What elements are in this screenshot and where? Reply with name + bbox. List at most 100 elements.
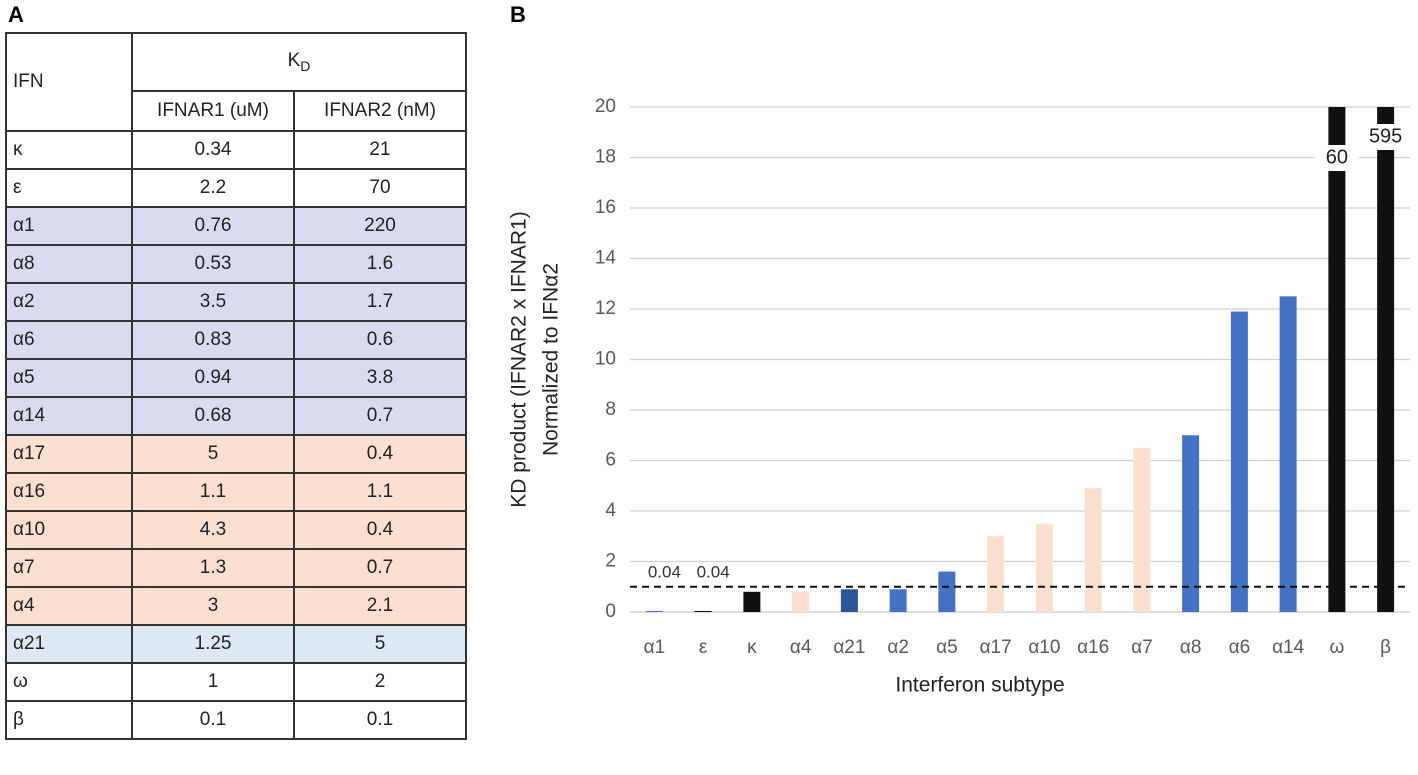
table-cell: 3 [131,586,295,626]
y-tick-label: 4 [605,500,616,521]
table-row: α6 0.83 0.6 [5,320,467,360]
table-row: α2 3.5 1.7 [5,282,467,322]
table-cell: 21 [293,130,467,170]
table-cell: 1.1 [293,472,467,512]
table-cell: 5 [293,624,467,664]
table-cell: β [5,700,133,740]
y-tick-label: 10 [595,349,616,370]
table-cell: 0.53 [131,244,295,284]
x-tick-label: α1 [644,637,666,658]
bar [1182,435,1200,612]
y-tick-label: 6 [605,450,616,471]
panel-label: A [8,2,24,27]
header-cell: KD [131,31,467,93]
bar-break [1363,124,1408,150]
x-axis-label: Interferon subtype [895,674,1064,697]
y-tick-label: 0 [605,601,616,622]
x-tick-label: α5 [936,637,958,658]
table-row: α5 0.94 3.8 [5,358,467,398]
bar [1133,447,1151,612]
y-axis-label: KD product (IFNAR2 x IFNAR1) [508,211,531,507]
table-cell: α6 [5,320,133,360]
table-cell: α8 [5,244,133,284]
x-tick-label: α7 [1131,637,1153,658]
bar [1328,107,1346,612]
y-tick-label: 12 [595,298,616,319]
x-tick-label: β [1380,637,1391,658]
y-tick-label: 2 [605,551,616,572]
x-tick-label: α10 [1028,637,1060,658]
header-row: IFN KD [5,31,467,132]
bar-break [1314,145,1359,171]
table-cell: 0.1 [131,700,295,740]
bar [1377,107,1395,612]
bar [694,610,712,612]
bars [645,107,1395,612]
table-row: α1 0.76 220 [5,206,467,246]
table-cell: 0.6 [293,320,467,360]
x-tick-label: α2 [887,637,909,658]
table-cell: 1.25 [131,624,295,664]
header-cell: IFNAR2 (nM) [293,90,467,132]
y-tick-label: 8 [605,399,616,420]
table-cell: α7 [5,548,133,588]
y-tick-label: 14 [595,248,617,269]
table-cell: α14 [5,396,133,436]
table-cell: α10 [5,510,133,550]
bar [1279,296,1297,612]
table-cell: 70 [293,168,467,208]
table-cell: α21 [5,624,133,664]
table-cell: κ [5,130,133,170]
bar [889,589,907,612]
table-cell: 0.4 [293,434,467,474]
value-label: 0.04 [648,562,681,581]
table-cell: 4.3 [131,510,295,550]
table-cell: 2.1 [293,586,467,626]
table-row: α4 3 2.1 [5,586,467,626]
x-tick-label: α8 [1180,637,1202,658]
table-row: α14 0.68 0.7 [5,396,467,436]
header-subscript: D [300,58,311,75]
bar [792,591,810,612]
y-tick-label: 20 [595,96,616,117]
x-tick-label: ε [699,637,708,658]
bar [1035,523,1053,612]
table-cell: 0.4 [293,510,467,550]
header-row: IFNAR1 (uM) IFNAR2 (nM) [6,90,467,132]
bar [1084,488,1102,612]
table-cell: 2 [293,662,467,702]
bar [645,610,663,612]
table-cell: 3.8 [293,358,467,398]
header-text: K [287,50,301,72]
table-cell: 0.7 [293,396,467,436]
table-cell: α4 [5,586,133,626]
x-tick-label: α17 [980,637,1012,658]
table-cell: 1 [131,662,295,702]
table-cell: α17 [5,434,133,474]
x-tick-label: ω [1329,637,1344,658]
header-cell: IFN [5,32,133,132]
table-cell: 5 [131,434,295,474]
panel-label: B [510,2,526,27]
x-tick-label: α6 [1229,637,1251,658]
table-row: ε 2.2 70 [5,168,467,208]
table-cell: 1.1 [131,472,295,512]
header-cell: IFNAR1 (uM) [131,90,295,132]
table-cell: 0.94 [131,358,295,398]
table-row: α7 1.3 0.7 [5,548,467,588]
table-cell: α5 [5,358,133,398]
table-cell: 0.68 [131,396,295,436]
table-cell: 3.5 [131,282,295,322]
y-axis-label: Normalized to IFNα2 [540,263,563,456]
bar [1230,311,1248,612]
bar [987,536,1005,612]
y-tick-label: 16 [595,197,616,218]
table-cell: 0.34 [131,130,295,170]
table-row: β 0.1 0.1 [5,700,467,740]
x-tick-label: α21 [833,637,865,658]
value-label: 0.04 [697,562,730,581]
x-tick-label: α14 [1272,637,1305,658]
x-tick-label: α4 [790,637,812,658]
